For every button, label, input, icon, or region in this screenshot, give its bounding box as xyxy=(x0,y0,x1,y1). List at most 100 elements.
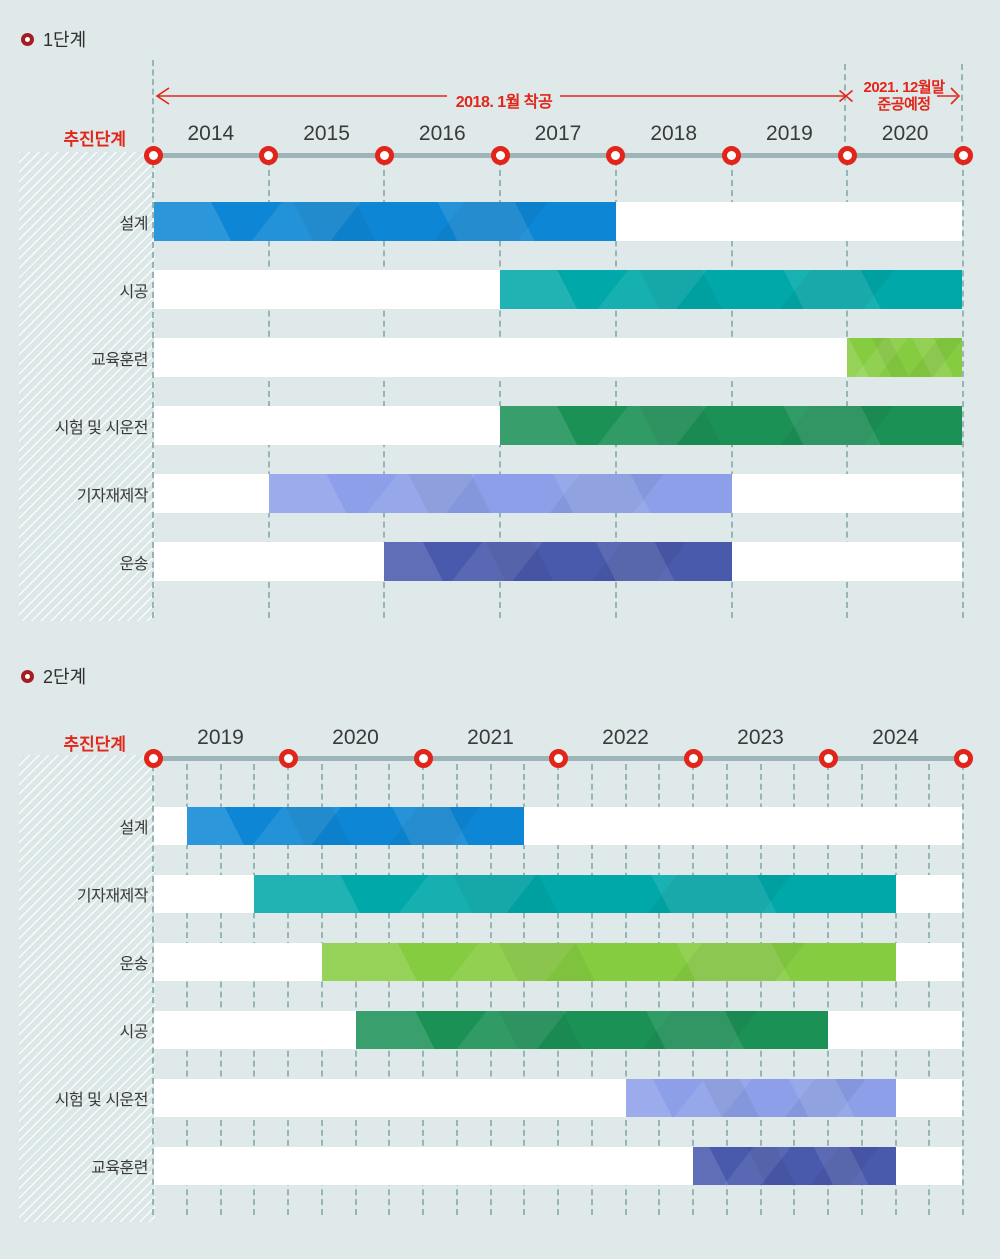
year-label: 2018 xyxy=(650,122,698,145)
row-label: 설계 xyxy=(119,820,149,837)
construction-start-label: 2018. 1월 착공 xyxy=(455,94,553,111)
timeline-node xyxy=(259,146,279,165)
row-label: 운송 xyxy=(119,555,149,573)
gantt-bar xyxy=(355,1011,828,1049)
stage-column-label: 추진단계 xyxy=(63,130,126,149)
grid-dash xyxy=(962,160,964,618)
row-label: 시공 xyxy=(119,283,149,301)
gantt-bar xyxy=(693,1147,896,1185)
grid-dash xyxy=(287,764,289,1215)
grid-dash xyxy=(793,764,796,1215)
row-label: 설계 xyxy=(119,215,149,233)
grid-dash xyxy=(759,764,762,1215)
grid-dash xyxy=(928,764,931,1215)
year-label: 2016 xyxy=(418,122,466,145)
grid-dash xyxy=(844,64,846,152)
stage-column-label: 추진단계 xyxy=(63,735,126,754)
completion-label-line1: 2021. 12월말 xyxy=(863,79,946,96)
bullet-icon xyxy=(21,32,34,46)
timeline-node xyxy=(548,749,568,768)
hatch-panel xyxy=(19,152,155,621)
grid-dash xyxy=(860,764,863,1215)
phase-2-title-text: 2단계 xyxy=(43,667,87,687)
row-label: 시험 및 시운전 xyxy=(54,419,149,437)
grid-dash xyxy=(725,764,728,1215)
construction-schedule-arrow xyxy=(155,87,961,105)
year-label: 2019 xyxy=(197,726,244,749)
gantt-bar xyxy=(268,474,732,513)
row-label: 기자재제작 xyxy=(76,888,149,905)
hatch-panel xyxy=(19,755,155,1222)
timeline-node xyxy=(818,749,838,768)
phase-2-plot: 설계 기자재제작 운송 시공 시험 및 시운전 교육훈련 2019 2020 2021 2022 2… xyxy=(0,648,1000,1259)
gantt-bar xyxy=(154,202,616,241)
grid-dash xyxy=(152,60,154,152)
bullet-icon xyxy=(21,669,34,683)
grid-dash xyxy=(253,764,256,1215)
timeline-node xyxy=(278,749,298,768)
timeline-node xyxy=(606,146,626,165)
phase-2-section: 2단계 추진단계 설계 기자재제작 운송 시공 시험 및 시운전 교육훈련 2019 2020… xyxy=(0,648,1000,1259)
grid-dash xyxy=(894,764,897,1215)
grid-dash xyxy=(152,152,154,618)
year-label: 2024 xyxy=(872,726,919,749)
timeline-node xyxy=(837,146,857,165)
grid-dash xyxy=(455,764,458,1215)
year-label: 2017 xyxy=(534,122,582,145)
grid-dash xyxy=(383,160,386,618)
grid-dash xyxy=(422,764,424,1215)
year-label: 2020 xyxy=(881,122,929,145)
timeline-node xyxy=(953,146,973,165)
grid-dash xyxy=(614,160,617,618)
timeline-node xyxy=(143,146,163,165)
phase-2-title: 2단계 xyxy=(21,663,86,689)
timeline-node xyxy=(143,749,163,768)
completion-label: 2021. 12월말 준공예정 xyxy=(849,79,959,113)
row-label: 시험 및 시운전 xyxy=(54,1092,149,1109)
grid-dash xyxy=(962,764,964,1215)
timeline-node xyxy=(722,146,742,165)
year-label: 2023 xyxy=(737,726,784,749)
grid-dash xyxy=(489,764,492,1215)
grid-dash xyxy=(152,755,154,1215)
year-label: 2014 xyxy=(187,122,235,145)
year-label: 2019 xyxy=(766,122,813,145)
year-label: 2020 xyxy=(332,726,379,749)
year-label: 2015 xyxy=(303,122,350,145)
grid-dash xyxy=(320,764,323,1215)
grid-dash xyxy=(499,160,502,618)
year-label: 2021 xyxy=(467,726,514,749)
grid-dash xyxy=(185,764,188,1215)
gantt-bar xyxy=(321,943,896,981)
row-label: 교육훈련 xyxy=(91,1160,148,1177)
row-label: 운송 xyxy=(119,956,149,973)
gantt-bar xyxy=(186,807,525,845)
grid-dash xyxy=(961,64,963,152)
timeline-node xyxy=(413,749,433,768)
completion-label-line2: 준공예정 xyxy=(877,96,931,113)
gantt-bar xyxy=(254,875,896,913)
gantt-bar xyxy=(500,270,962,309)
grid-dash xyxy=(846,160,849,618)
grid-dash xyxy=(692,764,694,1215)
grid-dash xyxy=(590,764,593,1215)
grid-dash xyxy=(523,764,526,1215)
gantt-bar xyxy=(847,338,962,377)
grid-dash xyxy=(730,160,733,618)
grid-dash xyxy=(267,160,270,618)
gantt-bar xyxy=(500,406,962,445)
grid-dash xyxy=(658,764,661,1215)
grid-dash xyxy=(624,764,627,1215)
grid-dash xyxy=(354,764,357,1215)
timeline-node xyxy=(490,146,510,165)
grid-dash xyxy=(557,764,559,1215)
phase-1-title: 1단계 xyxy=(21,26,86,52)
timeline-node xyxy=(683,749,703,768)
row-label: 교육훈련 xyxy=(91,351,148,369)
row-label: 기자재제작 xyxy=(76,487,149,505)
timeline-node xyxy=(953,749,973,768)
gantt-bar xyxy=(384,542,732,581)
